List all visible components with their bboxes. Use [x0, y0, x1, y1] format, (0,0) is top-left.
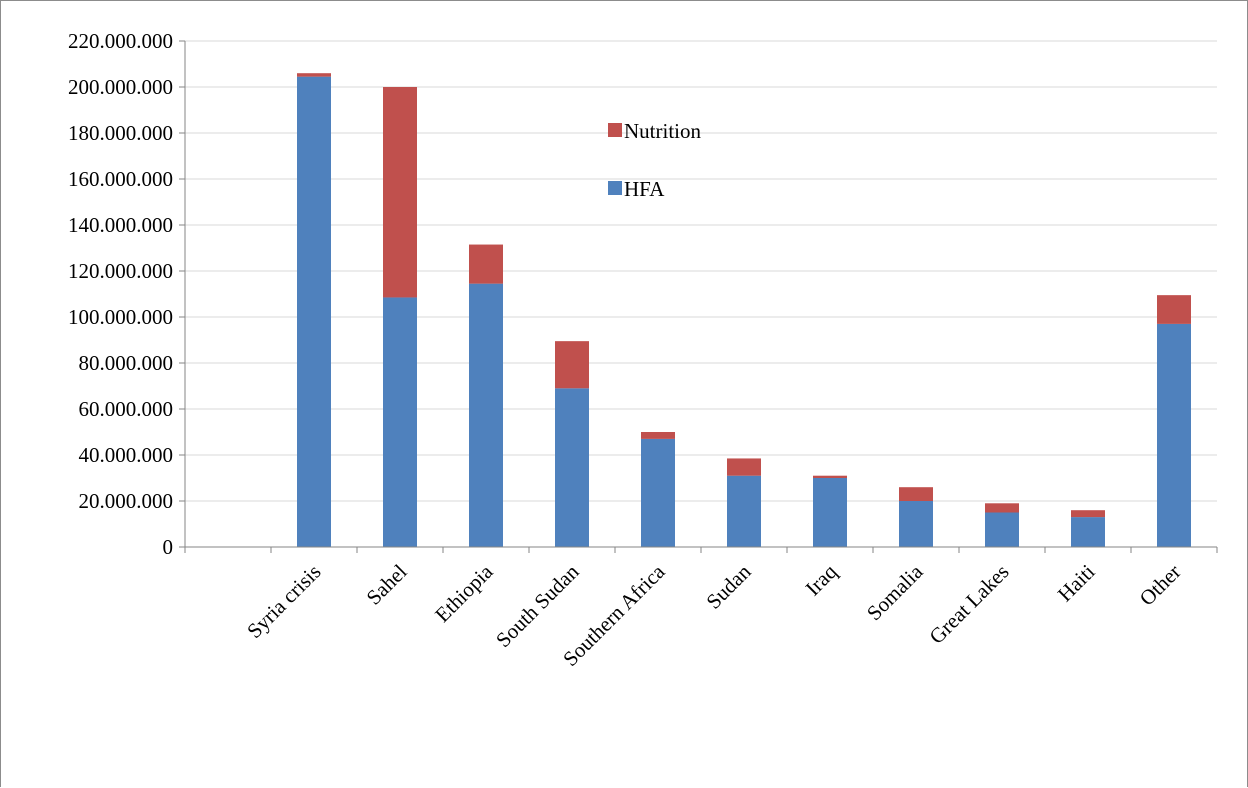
- bar-nutrition-3: [469, 244, 503, 284]
- legend-label-hfa: HFA: [624, 177, 665, 201]
- bar-hfa-8: [899, 501, 933, 547]
- bar-nutrition-1: [297, 73, 331, 77]
- y-tick-label: 180.000.000: [68, 121, 173, 145]
- y-tick-labels: 0 20.000.000 40.000.000 60.000.000 80.000.00…: [68, 29, 173, 559]
- x-tick-label: Other: [1135, 560, 1186, 611]
- x-tick-label: Sudan: [701, 559, 755, 613]
- bar-nutrition-5: [641, 432, 675, 439]
- y-tick-label: 60.000.000: [79, 397, 174, 421]
- bar-hfa-5: [641, 438, 675, 547]
- bar-nutrition-6: [727, 458, 761, 476]
- bar-hfa-3: [469, 283, 503, 547]
- y-tick-label: 0: [163, 535, 174, 559]
- bar-hfa-2: [383, 297, 417, 547]
- bar-nutrition-8: [899, 487, 933, 501]
- legend-swatch-nutrition: [608, 123, 622, 137]
- bar-hfa-6: [727, 475, 761, 547]
- x-tick-label: Ethiopia: [430, 559, 498, 627]
- y-tick-label: 20.000.000: [79, 489, 174, 513]
- bar-nutrition-9: [985, 503, 1019, 513]
- y-tick-label: 220.000.000: [68, 29, 173, 53]
- bar-nutrition-4: [555, 341, 589, 389]
- bar-hfa-7: [813, 478, 847, 547]
- y-tick-label: 100.000.000: [68, 305, 173, 329]
- gridlines: [185, 40, 1217, 502]
- x-tick-label: Haiti: [1053, 559, 1100, 606]
- x-tick-label: South Sudan: [491, 559, 584, 652]
- bar-hfa-9: [985, 512, 1019, 547]
- axes: [179, 40, 1218, 553]
- y-tick-label: 160.000.000: [68, 167, 173, 191]
- x-tick-label: Sahel: [362, 559, 412, 609]
- y-tick-label: 40.000.000: [79, 443, 174, 467]
- bar-nutrition-7: [813, 475, 847, 478]
- y-tick-label: 120.000.000: [68, 259, 173, 283]
- bar-hfa-11: [1157, 323, 1191, 547]
- bar-hfa-1: [297, 76, 331, 548]
- bar-nutrition-2: [383, 87, 417, 298]
- y-tick-label: 80.000.000: [79, 351, 174, 375]
- bar-hfa-10: [1071, 517, 1105, 547]
- x-tick-label: Iraq: [801, 559, 842, 600]
- y-tick-label: 140.000.000: [68, 213, 173, 237]
- x-tick-label: Somalia: [862, 559, 928, 625]
- y-tick-label: 200.000.000: [68, 75, 173, 99]
- bar-hfa-4: [555, 388, 589, 547]
- x-tick-label: Syria crisis: [242, 560, 325, 643]
- bar-nutrition-11: [1157, 295, 1191, 324]
- legend: Nutrition HFA: [608, 119, 701, 201]
- legend-label-nutrition: Nutrition: [624, 119, 701, 143]
- bar-nutrition-10: [1071, 510, 1105, 518]
- legend-swatch-hfa: [608, 181, 622, 195]
- bars: [297, 73, 1191, 548]
- x-tick-label: Great Lakes: [924, 560, 1013, 649]
